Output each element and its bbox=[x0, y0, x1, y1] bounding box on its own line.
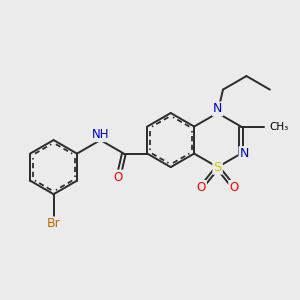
Text: O: O bbox=[229, 181, 239, 194]
Text: N: N bbox=[213, 103, 222, 116]
Text: Br: Br bbox=[47, 218, 61, 230]
Text: NH: NH bbox=[92, 128, 109, 141]
Text: O: O bbox=[197, 181, 206, 194]
Text: N: N bbox=[240, 147, 249, 160]
Text: O: O bbox=[114, 170, 123, 184]
Text: CH₃: CH₃ bbox=[269, 122, 289, 131]
Text: S: S bbox=[213, 160, 222, 174]
